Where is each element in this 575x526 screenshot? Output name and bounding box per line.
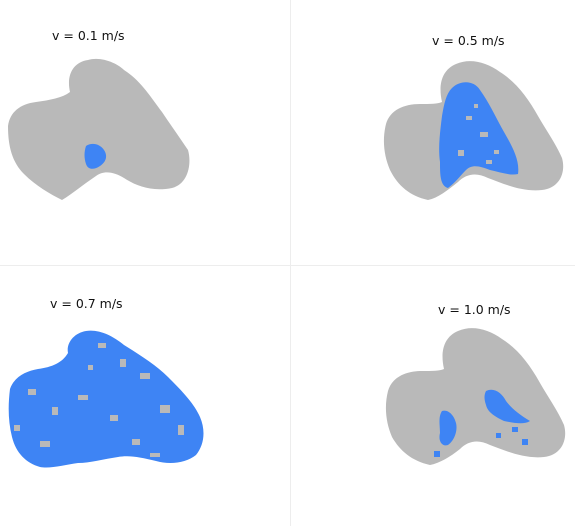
panel-label: v = 0.1 m/s — [52, 28, 125, 43]
comet-shape — [8, 58, 190, 200]
uncovered-patches — [14, 343, 184, 457]
impact-region — [439, 82, 519, 188]
comet-shape — [383, 61, 564, 200]
panel-label: v = 1.0 m/s — [438, 302, 511, 317]
panel-v01: v = 0.1 m/s — [0, 0, 290, 265]
vertical-divider — [290, 0, 291, 526]
impact-region — [434, 389, 530, 457]
panel-v05: v = 0.5 m/s — [290, 0, 575, 265]
horizontal-divider — [0, 265, 575, 266]
panel-v07: v = 0.7 m/s — [0, 265, 290, 526]
panel-label: v = 0.5 m/s — [432, 33, 505, 48]
comet-body — [8, 330, 204, 468]
impact-region — [84, 143, 107, 169]
panel-label: v = 0.7 m/s — [50, 296, 123, 311]
comet-body — [8, 58, 190, 200]
comet-body — [385, 328, 566, 465]
comet-shape — [385, 328, 566, 465]
panel-v10: v = 1.0 m/s — [290, 265, 575, 526]
uncovered-patches — [458, 104, 499, 164]
comet-shape — [8, 330, 204, 468]
